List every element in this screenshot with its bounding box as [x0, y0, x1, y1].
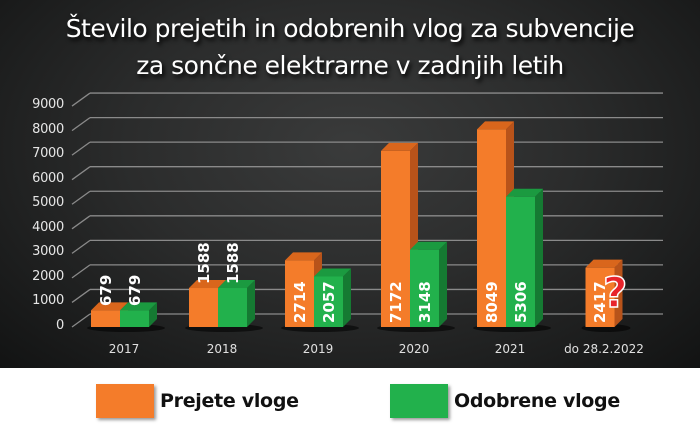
y-tick-label: 7000 — [32, 146, 64, 162]
legend-swatch-orange — [96, 384, 154, 418]
y-tick-label: 1000 — [32, 293, 64, 309]
value-label: 8049 — [482, 281, 501, 323]
y-tick-label: 2000 — [32, 268, 64, 284]
question-mark-annotation: ? — [602, 268, 628, 317]
x-tick-label: 2017 — [108, 342, 140, 356]
chart-title-line-1: Število prejetih in odobrenih vlog za su… — [65, 14, 635, 43]
x-tick-label: 2021 — [494, 342, 526, 356]
y-tick-label: 9000 — [32, 97, 64, 113]
value-label: 5306 — [511, 281, 530, 323]
legend-swatch-green — [390, 384, 448, 418]
y-tick-label: 3000 — [32, 244, 64, 260]
value-label: 2714 — [290, 281, 309, 323]
x-tick-label: 2020 — [398, 342, 430, 356]
x-tick-label: 2019 — [302, 342, 334, 356]
value-label: 2057 — [319, 281, 338, 323]
value-label: 679 — [96, 275, 115, 307]
chart-panel: Število prejetih in odobrenih vlog za su… — [0, 0, 700, 368]
value-label: 1588 — [194, 242, 213, 284]
value-label: 3148 — [415, 281, 434, 323]
legend-item-odobrene: Odobrene vloge — [390, 384, 620, 418]
chart-title: Število prejetih in odobrenih vlog za su… — [0, 10, 700, 84]
y-tick-label: 8000 — [32, 121, 64, 137]
y-tick-label: 5000 — [32, 195, 64, 211]
value-label: 679 — [125, 275, 144, 307]
legend-label: Prejete vloge — [160, 390, 299, 412]
plot-area — [71, 92, 663, 332]
y-tick-label: 4000 — [32, 219, 64, 235]
chart-title-line-2: za sončne elektrarne v zadnjih letih — [136, 51, 564, 80]
value-label: 1588 — [223, 242, 242, 284]
value-label: 7172 — [386, 281, 405, 323]
x-tick-label: 2018 — [206, 342, 238, 356]
y-tick-label: 6000 — [32, 170, 64, 186]
x-tick-label: do 28.2.2022 — [564, 342, 644, 356]
legend-label: Odobrene vloge — [454, 390, 620, 412]
legend-item-prejete: Prejete vloge — [96, 384, 299, 418]
y-tick-label: 0 — [56, 318, 64, 333]
